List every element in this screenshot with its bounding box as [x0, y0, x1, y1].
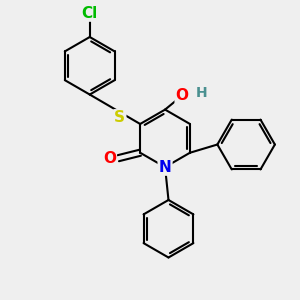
Text: Cl: Cl [82, 5, 98, 20]
Text: H: H [196, 86, 207, 100]
Text: O: O [176, 88, 189, 104]
Text: S: S [114, 110, 125, 125]
Text: N: N [159, 160, 171, 175]
Text: O: O [103, 151, 116, 166]
